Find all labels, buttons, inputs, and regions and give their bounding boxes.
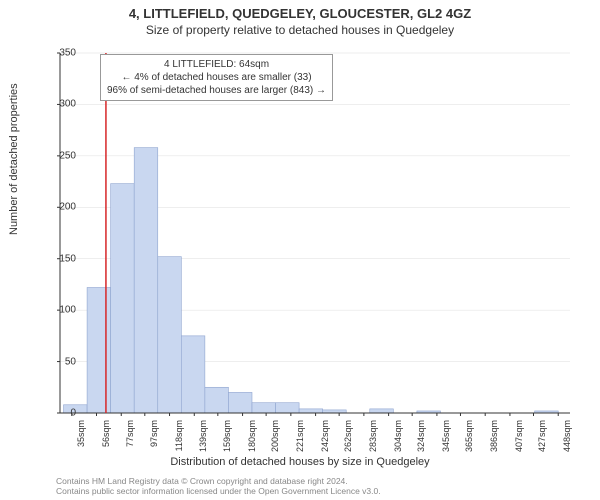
y-tick-label: 100 bbox=[46, 305, 76, 316]
y-tick-label: 150 bbox=[46, 253, 76, 264]
x-tick-label: 77sqm bbox=[125, 420, 135, 460]
x-tick-label: 97sqm bbox=[149, 420, 159, 460]
x-tick-label: 118sqm bbox=[174, 420, 184, 460]
chart-area: 4 LITTLEFIELD: 64sqm ← 4% of detached ho… bbox=[55, 48, 575, 418]
x-tick-label: 180sqm bbox=[247, 420, 257, 460]
y-tick-label: 250 bbox=[46, 150, 76, 161]
x-tick-label: 56sqm bbox=[101, 420, 111, 460]
x-tick-label: 139sqm bbox=[198, 420, 208, 460]
x-tick-label: 365sqm bbox=[464, 420, 474, 460]
y-tick-label: 200 bbox=[46, 202, 76, 213]
footer-attribution: Contains HM Land Registry data © Crown c… bbox=[56, 476, 381, 496]
x-tick-label: 159sqm bbox=[222, 420, 232, 460]
x-tick-label: 407sqm bbox=[514, 420, 524, 460]
annotation-line-2: ← 4% of detached houses are smaller (33) bbox=[107, 71, 326, 84]
x-tick-label: 242sqm bbox=[320, 420, 330, 460]
x-tick-label: 448sqm bbox=[562, 420, 572, 460]
x-axis-label: Distribution of detached houses by size … bbox=[0, 456, 600, 468]
x-tick-label: 386sqm bbox=[489, 420, 499, 460]
annotation-box: 4 LITTLEFIELD: 64sqm ← 4% of detached ho… bbox=[100, 54, 333, 101]
histogram-plot bbox=[55, 48, 575, 418]
x-tick-label: 221sqm bbox=[295, 420, 305, 460]
page-title: 4, LITTLEFIELD, QUEDGELEY, GLOUCESTER, G… bbox=[0, 0, 600, 21]
x-tick-label: 35sqm bbox=[76, 420, 86, 460]
annotation-line-1: 4 LITTLEFIELD: 64sqm bbox=[107, 58, 326, 71]
x-tick-label: 304sqm bbox=[393, 420, 403, 460]
y-axis-label: Number of detached properties bbox=[8, 83, 20, 235]
page-subtitle: Size of property relative to detached ho… bbox=[0, 21, 600, 37]
x-tick-label: 345sqm bbox=[441, 420, 451, 460]
y-tick-label: 50 bbox=[46, 356, 76, 367]
x-tick-label: 427sqm bbox=[537, 420, 547, 460]
x-tick-label: 262sqm bbox=[343, 420, 353, 460]
y-tick-label: 300 bbox=[46, 99, 76, 110]
annotation-line-3: 96% of semi-detached houses are larger (… bbox=[107, 84, 326, 97]
y-tick-label: 350 bbox=[46, 48, 76, 59]
footer-line-1: Contains HM Land Registry data © Crown c… bbox=[56, 476, 381, 486]
x-tick-label: 324sqm bbox=[416, 420, 426, 460]
x-tick-label: 283sqm bbox=[368, 420, 378, 460]
footer-line-2: Contains public sector information licen… bbox=[56, 486, 381, 496]
x-tick-label: 200sqm bbox=[270, 420, 280, 460]
y-tick-label: 0 bbox=[46, 408, 76, 419]
